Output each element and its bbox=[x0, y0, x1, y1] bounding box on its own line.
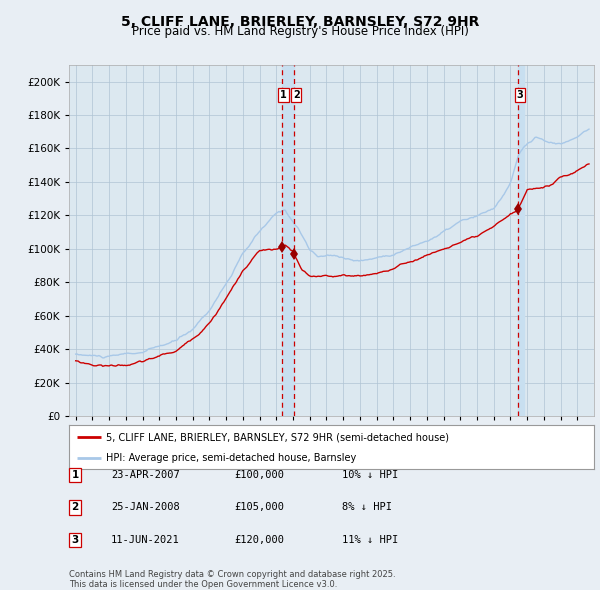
Bar bbox=[518, 65, 524, 416]
Text: £105,000: £105,000 bbox=[234, 503, 284, 512]
Text: 5, CLIFF LANE, BRIERLEY, BARNSLEY, S72 9HR: 5, CLIFF LANE, BRIERLEY, BARNSLEY, S72 9… bbox=[121, 15, 479, 29]
Text: 3: 3 bbox=[71, 535, 79, 545]
Text: 3: 3 bbox=[517, 90, 523, 100]
Text: 11-JUN-2021: 11-JUN-2021 bbox=[111, 535, 180, 545]
Text: 10% ↓ HPI: 10% ↓ HPI bbox=[342, 470, 398, 480]
Text: Price paid vs. HM Land Registry's House Price Index (HPI): Price paid vs. HM Land Registry's House … bbox=[131, 25, 469, 38]
Text: Contains HM Land Registry data © Crown copyright and database right 2025.
This d: Contains HM Land Registry data © Crown c… bbox=[69, 570, 395, 589]
Text: 23-APR-2007: 23-APR-2007 bbox=[111, 470, 180, 480]
Text: 8% ↓ HPI: 8% ↓ HPI bbox=[342, 503, 392, 512]
Text: 5, CLIFF LANE, BRIERLEY, BARNSLEY, S72 9HR (semi-detached house): 5, CLIFF LANE, BRIERLEY, BARNSLEY, S72 9… bbox=[106, 432, 449, 442]
Text: 25-JAN-2008: 25-JAN-2008 bbox=[111, 503, 180, 512]
Text: £120,000: £120,000 bbox=[234, 535, 284, 545]
Text: 11% ↓ HPI: 11% ↓ HPI bbox=[342, 535, 398, 545]
Text: 1: 1 bbox=[280, 90, 287, 100]
Text: 1: 1 bbox=[71, 470, 79, 480]
Text: HPI: Average price, semi-detached house, Barnsley: HPI: Average price, semi-detached house,… bbox=[106, 453, 356, 463]
Text: 2: 2 bbox=[71, 503, 79, 512]
Text: 2: 2 bbox=[293, 90, 299, 100]
Bar bbox=[281, 65, 294, 416]
Text: £100,000: £100,000 bbox=[234, 470, 284, 480]
